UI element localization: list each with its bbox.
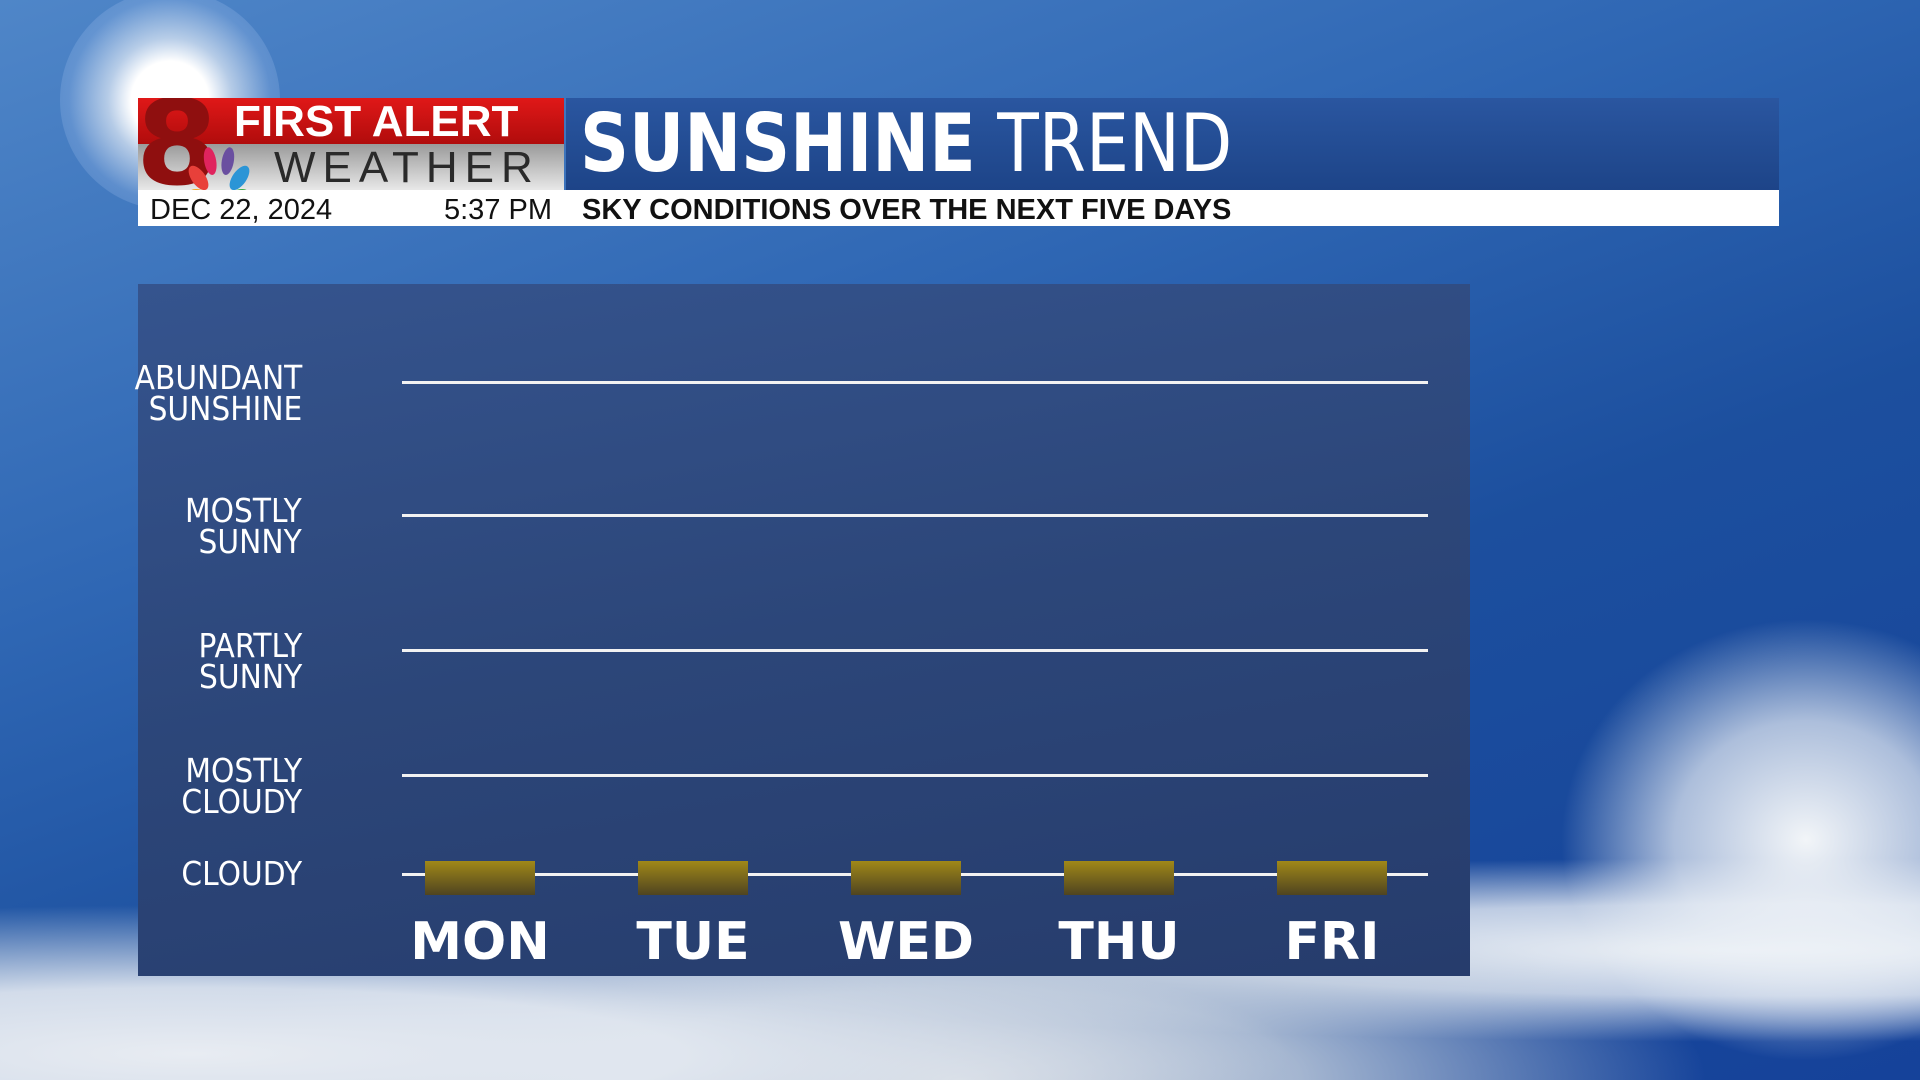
logo-first-alert: FIRST ALERT xyxy=(234,98,519,146)
y-label-cloudy: CLOUDY xyxy=(181,853,302,893)
y-label-abundant-sunshine: ABUNDANT SUNSHINE xyxy=(134,358,302,428)
gridline-mostly-sunny xyxy=(402,514,1428,517)
bar-wed xyxy=(851,861,961,895)
y-label-partly-sunny: PARTLY SUNNY xyxy=(198,626,302,696)
day-label-thu: THU xyxy=(1058,912,1180,972)
logo-weather: WEATHER xyxy=(274,143,540,190)
peacock-icon xyxy=(188,147,250,190)
page-title: SUNSHINE TREND xyxy=(580,97,1233,190)
y-label-mostly-cloudy: MOSTLY CLOUDY xyxy=(181,751,302,821)
bar-mon xyxy=(425,861,535,895)
time: 5:37 PM xyxy=(444,194,552,226)
bar-fri xyxy=(1277,861,1387,895)
gridline-partly-sunny xyxy=(402,649,1428,652)
y-label-mostly-sunny: MOSTLY SUNNY xyxy=(185,491,302,561)
bar-tue xyxy=(638,861,748,895)
subtitle: SKY CONDITIONS OVER THE NEXT FIVE DAYS xyxy=(582,194,1232,226)
date: DEC 22, 2024 xyxy=(150,194,333,226)
station-logo: 8 FIRST ALERT WEATHER xyxy=(138,98,564,190)
gridline-abundant-sunshine xyxy=(402,381,1428,384)
day-label-tue: TUE xyxy=(636,912,750,972)
chart-panel: CLOUDY MOSTLY CLOUDY PARTLY SUNNY MOSTLY SUNNY… xyxy=(134,284,1470,976)
bar-thu xyxy=(1064,861,1174,895)
day-label-wed: WED xyxy=(837,912,975,972)
clouds-background-right xyxy=(1540,600,1920,1080)
info-row: DEC 22, 2024 5:37 PM SKY CONDITIONS OVER… xyxy=(138,190,1779,226)
day-label-mon: MON xyxy=(410,912,550,972)
title-bar: SUNSHINE TREND xyxy=(566,98,1779,190)
gridline-mostly-cloudy xyxy=(402,774,1428,777)
day-label-fri: FRI xyxy=(1284,912,1380,972)
header: 8 FIRST ALERT WEATHER SUNSHINE TREND DEC… xyxy=(138,98,1779,226)
